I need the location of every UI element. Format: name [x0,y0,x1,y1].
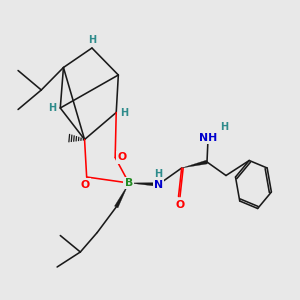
Text: H: H [88,34,96,45]
Text: O: O [117,152,126,163]
Polygon shape [182,160,207,168]
Text: H: H [154,169,163,179]
Text: H: H [48,103,56,113]
Text: B: B [125,178,133,188]
Polygon shape [129,183,158,186]
Polygon shape [115,183,129,208]
Text: NH: NH [199,133,217,143]
Text: N: N [154,179,163,190]
Text: O: O [176,200,184,211]
Text: O: O [81,179,90,190]
Text: H: H [121,107,129,118]
Text: H: H [220,122,228,133]
